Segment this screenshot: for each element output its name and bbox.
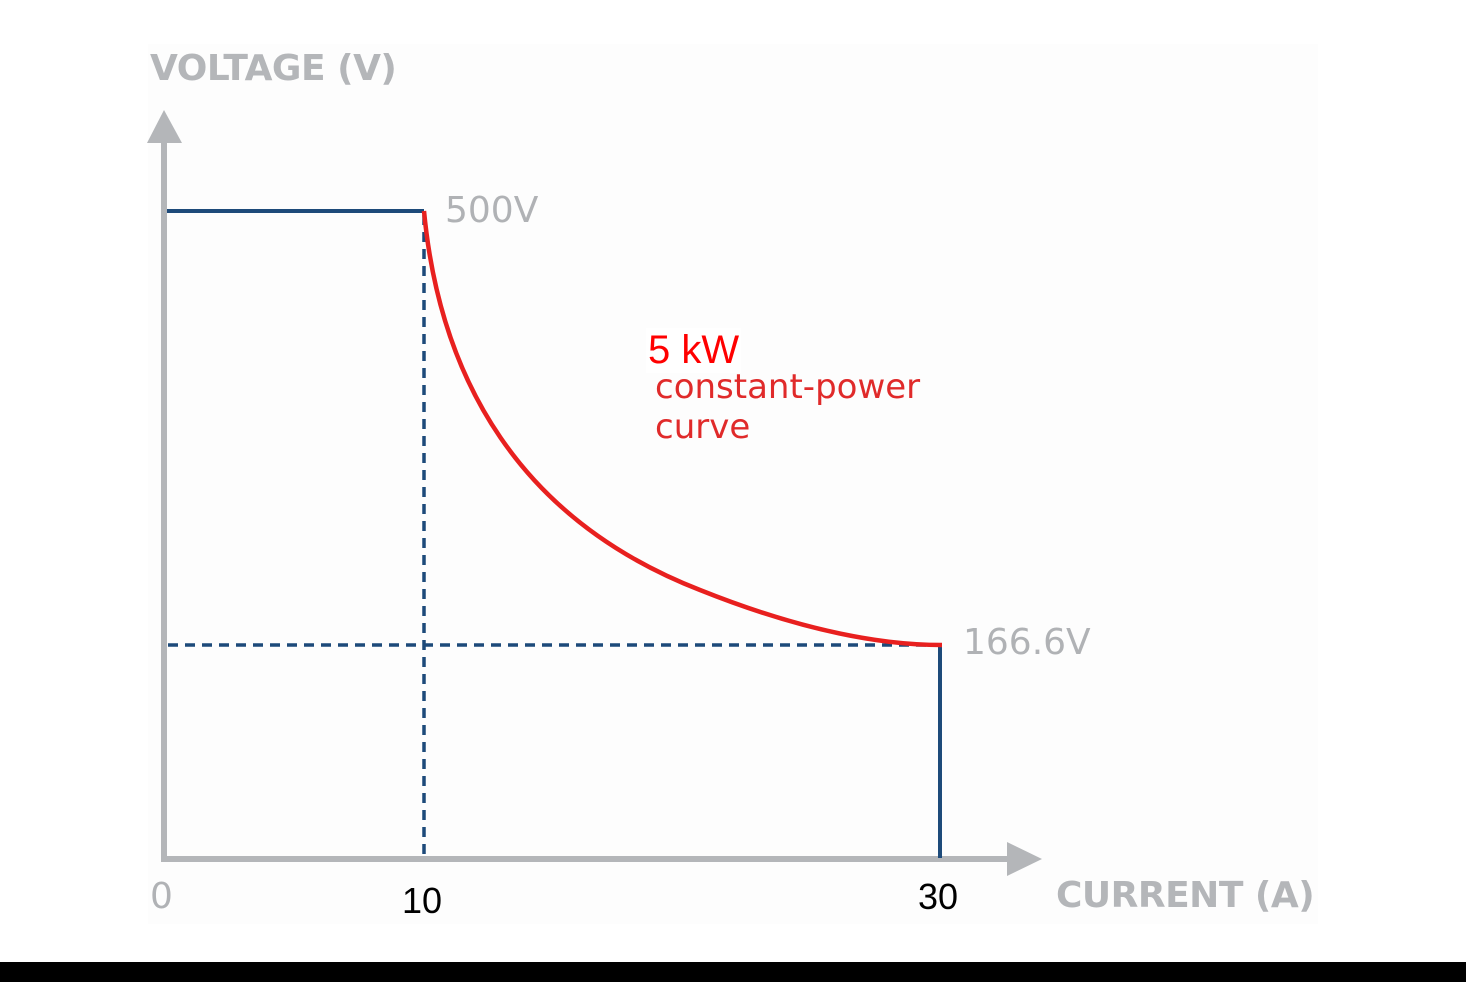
x-axis-title: CURRENT (A) (1056, 875, 1315, 916)
y-axis-arrow-icon (147, 110, 182, 143)
power-desc-line2: curve (655, 407, 751, 447)
x-tick-30: 30 (918, 876, 959, 917)
x-axis-arrow-icon (1007, 842, 1042, 876)
y-axis-title: VOLTAGE (V) (150, 48, 397, 89)
power-value-label: 5 kW (646, 328, 742, 373)
x-tick-10: 10 (402, 880, 443, 921)
origin-label: 0 (150, 876, 173, 917)
power-desc-line1: constant-power (655, 367, 921, 407)
max-voltage-label: 500V (445, 190, 539, 231)
constant-power-curve (421, 210, 943, 648)
chart-background (148, 44, 1318, 924)
min-voltage-label: 166.6V (963, 622, 1091, 663)
bottom-black-bar (0, 962, 1466, 982)
